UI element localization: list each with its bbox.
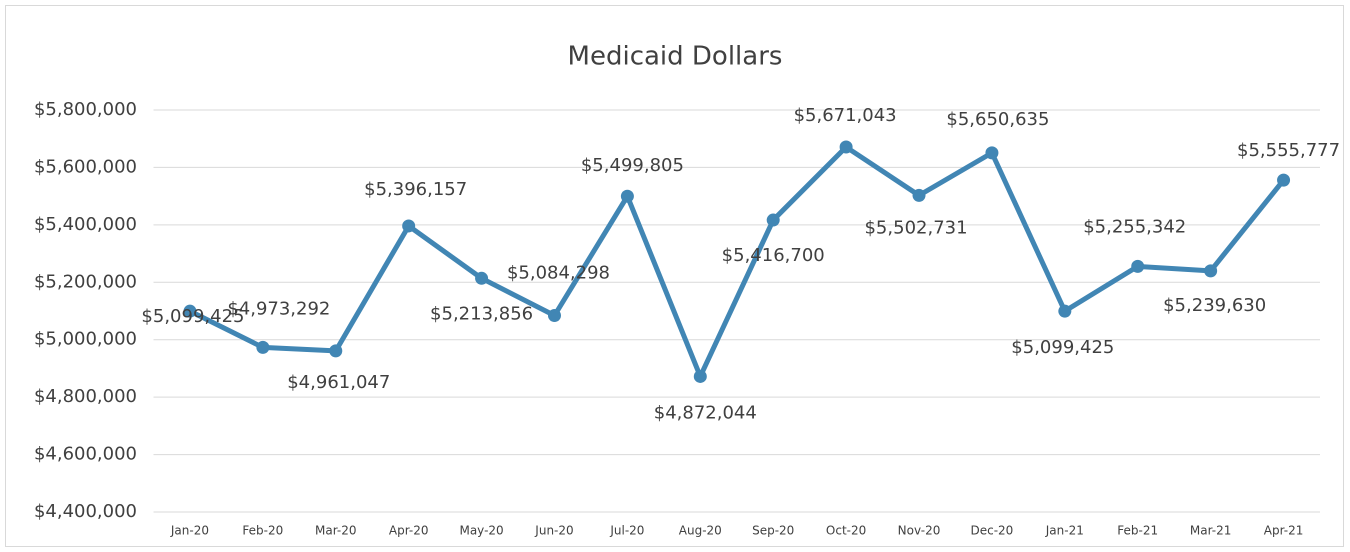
marker xyxy=(1277,173,1291,187)
marker xyxy=(475,271,489,285)
x-tick-label: Nov-20 xyxy=(898,524,941,538)
x-tick-label: Jun-20 xyxy=(534,524,573,538)
marker xyxy=(547,309,561,323)
x-tick-label: Sep-20 xyxy=(752,524,794,538)
data-label: $5,239,630 xyxy=(1163,295,1266,316)
x-tick-label: Jan-21 xyxy=(1045,524,1084,538)
y-tick-label: $4,800,000 xyxy=(34,386,137,407)
data-label: $4,973,292 xyxy=(227,298,330,319)
data-label: $5,213,856 xyxy=(430,303,533,324)
marker xyxy=(402,219,416,233)
data-label: $5,650,635 xyxy=(946,109,1049,130)
y-tick-label: $4,600,000 xyxy=(34,444,137,465)
x-tick-label: Mar-20 xyxy=(315,524,356,538)
x-tick-label: Apr-21 xyxy=(1264,524,1304,538)
marker xyxy=(693,369,707,383)
marker xyxy=(256,340,270,354)
x-tick-label: Jan-20 xyxy=(170,524,209,538)
y-tick-label: $5,200,000 xyxy=(34,271,137,292)
data-label: $5,396,157 xyxy=(364,179,467,200)
marker xyxy=(1204,264,1218,278)
chart-border xyxy=(5,5,1344,547)
y-tick-label: $5,000,000 xyxy=(34,329,137,350)
data-label: $5,416,700 xyxy=(722,245,825,266)
marker xyxy=(329,344,343,358)
data-label: $5,255,342 xyxy=(1083,216,1186,237)
y-tick-label: $4,400,000 xyxy=(34,501,137,522)
data-label: $5,555,777 xyxy=(1237,140,1340,161)
data-label: $5,099,425 xyxy=(141,306,244,327)
data-label: $5,099,425 xyxy=(1011,337,1114,358)
marker xyxy=(766,213,780,227)
data-label: $5,499,805 xyxy=(581,155,684,176)
x-tick-label: Jul-20 xyxy=(609,524,644,538)
x-tick-label: Aug-20 xyxy=(679,524,722,538)
x-tick-label: Feb-21 xyxy=(1117,524,1158,538)
chart-title: Medicaid Dollars xyxy=(568,42,783,72)
x-tick-label: May-20 xyxy=(459,524,503,538)
data-label: $5,502,731 xyxy=(864,217,967,238)
data-label: $5,084,298 xyxy=(507,263,610,284)
x-tick-label: Oct-20 xyxy=(826,524,866,538)
data-label: $4,961,047 xyxy=(287,372,390,393)
data-label: $4,872,044 xyxy=(654,402,757,423)
x-tick-label: Dec-20 xyxy=(971,524,1014,538)
marker xyxy=(985,146,999,160)
y-tick-label: $5,600,000 xyxy=(34,156,137,177)
x-tick-label: Mar-21 xyxy=(1190,524,1231,538)
x-tick-label: Apr-20 xyxy=(389,524,429,538)
marker xyxy=(620,189,634,203)
data-label: $5,671,043 xyxy=(794,105,897,126)
marker xyxy=(1131,259,1145,273)
marker xyxy=(912,188,926,202)
marker xyxy=(183,304,197,318)
y-tick-label: $5,400,000 xyxy=(34,214,137,235)
marker xyxy=(839,140,853,154)
line xyxy=(188,144,1286,379)
y-tick-label: $5,800,000 xyxy=(34,99,137,120)
x-tick-label: Feb-20 xyxy=(242,524,283,538)
marker xyxy=(1058,304,1072,318)
